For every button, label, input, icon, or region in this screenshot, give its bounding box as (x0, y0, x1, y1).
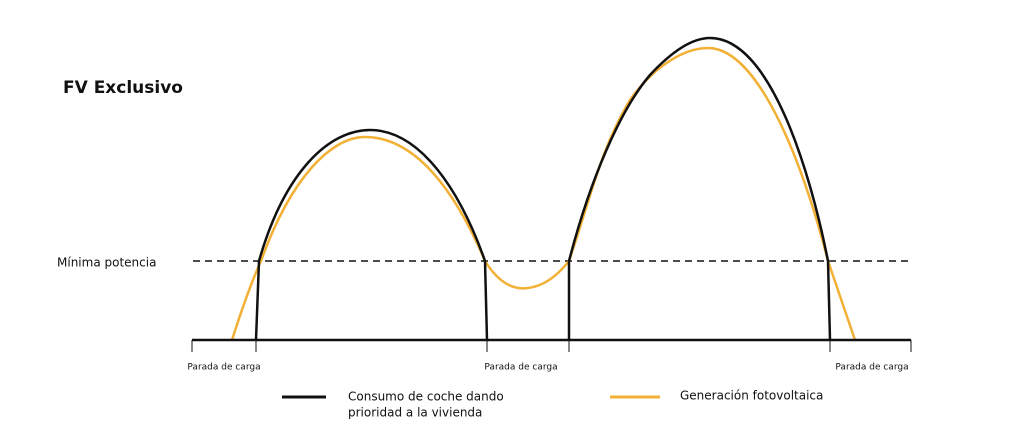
legend-label: prioridad a la vivienda (348, 406, 482, 420)
threshold-label: Mínima potencia (57, 256, 156, 270)
x-label: Parada de carga (187, 363, 260, 373)
legend-label: Generación fotovoltaica (680, 389, 823, 403)
consumption-curve (254, 128, 489, 341)
x-label: Parada de carga (835, 363, 908, 373)
x-label: Parada de carga (484, 363, 557, 373)
ticks (191, 340, 912, 352)
legend-label: Consumo de coche dando (348, 390, 504, 404)
pv-curve (230, 46, 857, 341)
consumption-curve (567, 36, 832, 341)
title: FV Exclusivo (63, 78, 183, 98)
